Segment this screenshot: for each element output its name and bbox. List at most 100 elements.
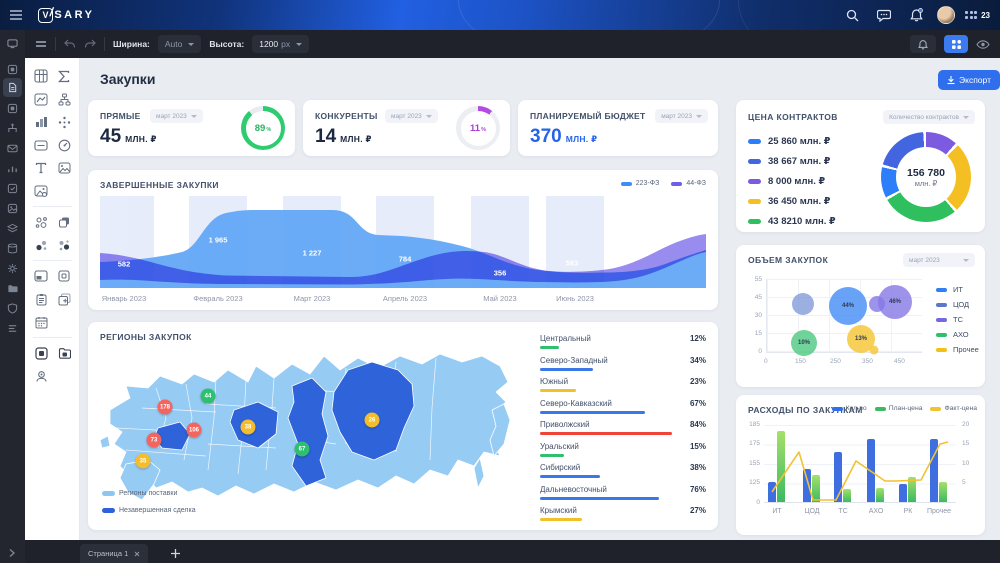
region-row: Северо-Кавказский 67%: [540, 399, 706, 420]
align-lines-icon[interactable]: [35, 40, 47, 48]
bar-plan-other: [939, 482, 947, 502]
tool-solid-folder-icon[interactable]: [56, 345, 72, 361]
region-pct: 12%: [689, 334, 706, 343]
tool-bubbles-icon[interactable]: [33, 214, 49, 230]
brand-logo-text: SARY: [54, 9, 95, 21]
redo-icon[interactable]: [84, 39, 96, 49]
region-pct: 67%: [689, 398, 706, 408]
legend-swatch-aho: [936, 332, 947, 337]
kpi-card-direct: ПРЯМЫЕ март 2023 45 МЛН. ₽ 89%: [88, 100, 295, 156]
tool-frame-icon[interactable]: [56, 268, 72, 284]
sidebar-tasks-icon[interactable]: [7, 183, 18, 194]
left-tick: 185: [749, 421, 760, 428]
tool-sigma-icon[interactable]: [56, 68, 72, 84]
tool-solid-square-icon[interactable]: [33, 345, 49, 361]
toolbar-bell-button[interactable]: [910, 35, 936, 53]
notifications-bell-icon[interactable]: [905, 4, 927, 26]
chevron-down-icon: [296, 42, 303, 46]
kpi-direct-period: март 2023: [156, 112, 187, 120]
contracts-donut: 156 780 млн. ₽: [881, 132, 971, 222]
hamburger-menu-icon[interactable]: [10, 10, 22, 20]
region-pct: 76%: [689, 484, 706, 494]
kpi-direct-period-select[interactable]: март 2023: [150, 109, 203, 123]
tool-calendar-icon[interactable]: [33, 314, 49, 330]
kpi-competitors-unit: МЛН. ₽: [340, 134, 372, 144]
sidebar-monitor-icon[interactable]: [7, 38, 18, 49]
height-value: 1200: [259, 39, 279, 49]
chat-icon[interactable]: [873, 4, 895, 26]
tool-copy-plus-icon[interactable]: [56, 291, 72, 307]
sidebar-pages-icon[interactable]: [7, 64, 18, 75]
contract-amount: 43 8210 млн. ₽: [768, 216, 836, 227]
tool-panel-icon[interactable]: [33, 268, 49, 284]
brand-logo[interactable]: V / SARY: [38, 5, 95, 23]
tool-photo-icon[interactable]: [33, 183, 49, 199]
sidebar-mail-icon[interactable]: [7, 143, 18, 154]
map-legend-deal: Незавершенная сделка: [102, 507, 196, 514]
legend-swatch-open-deal: [102, 508, 115, 513]
close-tab-icon[interactable]: [134, 551, 140, 557]
contracts-donut-center: 156 780 млн. ₽: [881, 132, 971, 222]
contract-amount: 38 667 млн. ₽: [768, 156, 831, 167]
stream-value-jan: 582: [117, 259, 131, 269]
tool-cluster2-icon[interactable]: [56, 237, 72, 253]
legend-swatch-ts: [936, 317, 947, 322]
x-tick: 150: [795, 358, 806, 365]
page-tab[interactable]: Страница 1: [80, 544, 149, 563]
undo-icon[interactable]: [64, 39, 76, 49]
x-category: РК: [903, 508, 913, 515]
kpi-competitors-period-select[interactable]: март 2023: [385, 109, 438, 123]
tool-cube-icon[interactable]: [56, 214, 72, 230]
sidebar-documents-icon-active[interactable]: [3, 78, 22, 97]
sidebar-analytics-icon[interactable]: [7, 163, 18, 174]
contracts-measure-select[interactable]: Количество контрактов: [883, 110, 975, 124]
sidebar-list-icon[interactable]: [7, 323, 18, 334]
sidebar-database-icon[interactable]: [7, 243, 18, 254]
preview-eye-icon[interactable]: [976, 39, 990, 49]
components-panel-button[interactable]: [944, 35, 968, 53]
tool-cluster-icon[interactable]: [33, 237, 49, 253]
bar-plan-rk: [908, 477, 916, 502]
stream-value-jun: 583: [565, 258, 579, 268]
tool-table-icon[interactable]: [33, 68, 49, 84]
x-category: ИТ: [772, 508, 782, 515]
widgets-sidebar: [25, 58, 80, 540]
tool-text-icon[interactable]: [33, 160, 49, 176]
map-marker-yellow: 26: [364, 412, 380, 428]
tool-image-icon[interactable]: [56, 160, 72, 176]
region-row: Дальневосточный 76%: [540, 485, 706, 506]
contracts-legend: 25 860 млн. ₽ 38 667 млн. ₽ 8 000 млн. ₽…: [748, 136, 836, 227]
sidebar-layers-icon[interactable]: [7, 223, 18, 234]
width-select[interactable]: Auto: [157, 35, 202, 53]
tool-input-card-icon[interactable]: [33, 137, 49, 153]
sidebar-folder-icon[interactable]: [7, 283, 18, 294]
tool-scatter-dots-icon[interactable]: [56, 114, 72, 130]
user-avatar[interactable]: [937, 6, 956, 24]
tool-hierarchy-icon[interactable]: [56, 91, 72, 107]
volume-period-select[interactable]: март 2023: [903, 253, 975, 267]
tool-clipboard-icon[interactable]: [33, 291, 49, 307]
sidebar-image-icon[interactable]: [7, 203, 18, 214]
tool-gauge-icon[interactable]: [56, 137, 72, 153]
map-marker-red: 73: [146, 432, 162, 448]
sidebar-box-icon[interactable]: [7, 103, 18, 114]
sidebar-flow-icon[interactable]: [7, 123, 18, 134]
height-select[interactable]: 1200 px: [252, 35, 310, 53]
legend-label-44fz: 44-ФЗ: [686, 180, 706, 187]
region-pct: 23%: [689, 377, 706, 386]
sidebar-expand-chevron-icon[interactable]: [7, 548, 17, 558]
add-page-button[interactable]: [168, 546, 182, 560]
export-button[interactable]: Экспорт: [938, 70, 1000, 90]
completed-title: ЗАВЕРШЕННЫЕ ЗАКУПКИ: [100, 180, 219, 190]
apps-grid-badge[interactable]: 23: [965, 11, 990, 20]
sidebar-settings-gear-icon[interactable]: [7, 263, 18, 274]
tool-line-chart-icon[interactable]: [33, 91, 49, 107]
search-icon[interactable]: [841, 4, 863, 26]
pages-bar: Страница 1: [25, 540, 1000, 563]
tool-bar-chart-icon[interactable]: [33, 114, 49, 130]
tool-map-pin-icon[interactable]: [33, 368, 49, 384]
sidebar-shield-icon[interactable]: [7, 303, 18, 314]
kpi-budget-period-select[interactable]: март 2023: [655, 109, 708, 123]
region-name: Приволжский: [540, 420, 590, 429]
kpi-competitors-value-row: 14 МЛН. ₽: [315, 126, 372, 148]
